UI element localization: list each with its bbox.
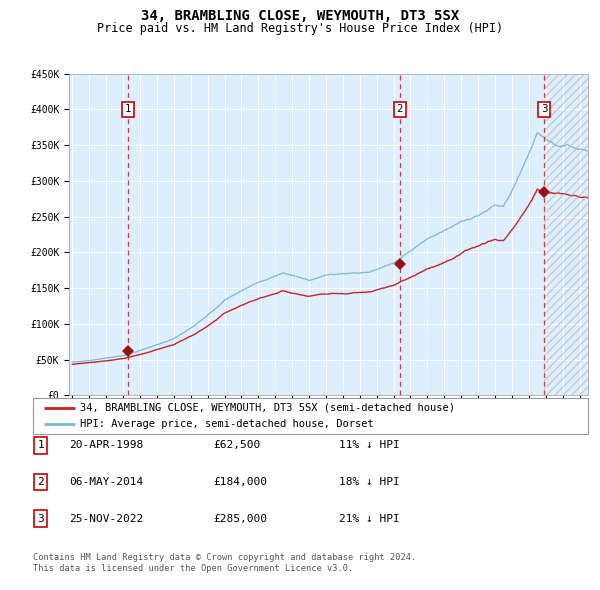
Text: This data is licensed under the Open Government Licence v3.0.: This data is licensed under the Open Gov… <box>33 565 353 573</box>
Text: 34, BRAMBLING CLOSE, WEYMOUTH, DT3 5SX (semi-detached house): 34, BRAMBLING CLOSE, WEYMOUTH, DT3 5SX (… <box>80 403 455 413</box>
Text: 25-NOV-2022: 25-NOV-2022 <box>69 514 143 523</box>
Text: 06-MAY-2014: 06-MAY-2014 <box>69 477 143 487</box>
Text: Price paid vs. HM Land Registry's House Price Index (HPI): Price paid vs. HM Land Registry's House … <box>97 22 503 35</box>
Text: £184,000: £184,000 <box>213 477 267 487</box>
Text: £62,500: £62,500 <box>213 441 260 450</box>
Text: 18% ↓ HPI: 18% ↓ HPI <box>339 477 400 487</box>
Text: 2: 2 <box>37 477 44 487</box>
Text: 1: 1 <box>125 104 131 114</box>
Text: HPI: Average price, semi-detached house, Dorset: HPI: Average price, semi-detached house,… <box>80 419 374 429</box>
Text: 11% ↓ HPI: 11% ↓ HPI <box>339 441 400 450</box>
Text: Contains HM Land Registry data © Crown copyright and database right 2024.: Contains HM Land Registry data © Crown c… <box>33 553 416 562</box>
Text: 3: 3 <box>541 104 547 114</box>
Text: 2: 2 <box>397 104 403 114</box>
Text: 3: 3 <box>37 514 44 523</box>
Text: £285,000: £285,000 <box>213 514 267 523</box>
Bar <box>544 74 588 395</box>
Text: 20-APR-1998: 20-APR-1998 <box>69 441 143 450</box>
Text: 1: 1 <box>37 441 44 450</box>
Text: 34, BRAMBLING CLOSE, WEYMOUTH, DT3 5SX: 34, BRAMBLING CLOSE, WEYMOUTH, DT3 5SX <box>141 9 459 23</box>
Text: 21% ↓ HPI: 21% ↓ HPI <box>339 514 400 523</box>
